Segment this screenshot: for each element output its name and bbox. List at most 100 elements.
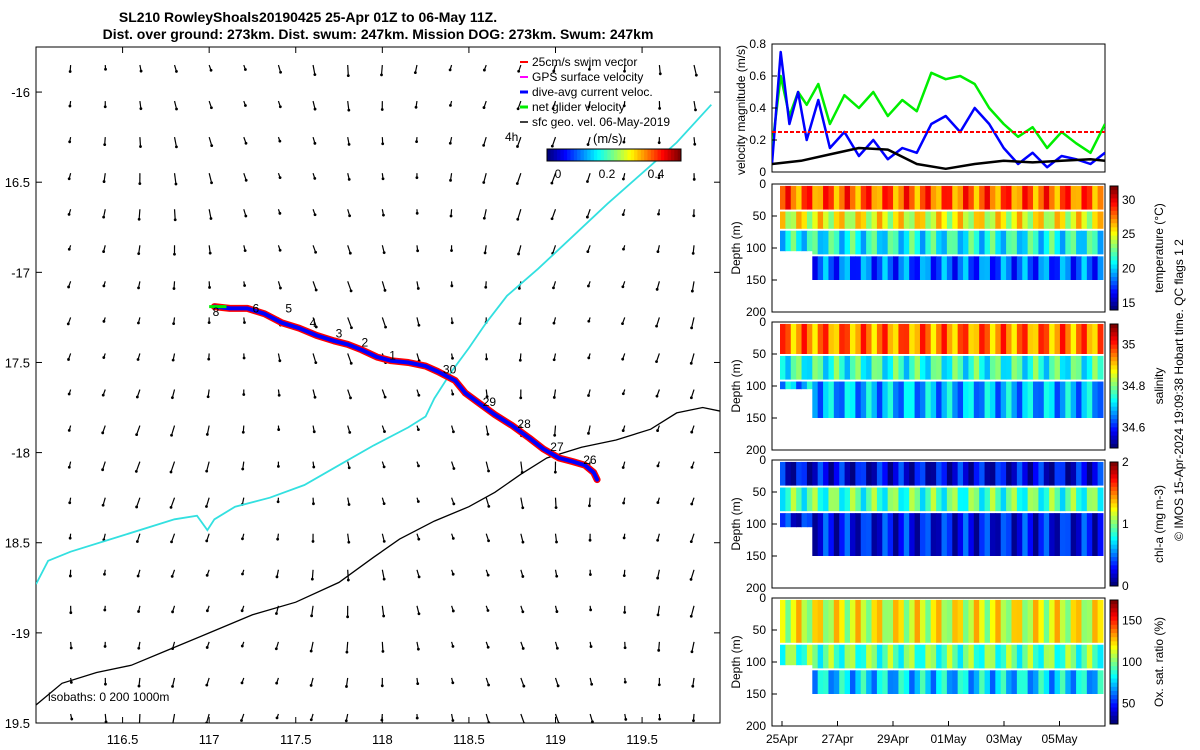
heatmap-cell: [1054, 211, 1061, 229]
colorbar-cell: [660, 149, 665, 161]
heatmap-colorbar-cell: [1110, 503, 1118, 508]
date-xtick-label: 05May: [1041, 732, 1077, 746]
heatmap-colorbar-cell: [1110, 239, 1118, 245]
heatmap-colorbar-cell: [1110, 381, 1118, 387]
heatmap-cell: [952, 185, 959, 210]
heatmap-cell: [903, 185, 910, 210]
heatmap-cell: [1076, 355, 1082, 380]
sfc-vector-head: [68, 536, 72, 540]
heatmap-cell: [860, 487, 867, 512]
heatmap-cell: [914, 185, 921, 210]
heatmap-cell: [882, 211, 889, 229]
heatmap-cell: [849, 461, 856, 486]
date-xtick-label: 01May: [930, 732, 966, 746]
heatmap-cell: [839, 230, 846, 255]
heatmap-colorbar-cell: [1110, 462, 1118, 467]
heatmap-colorbar-cell: [1110, 344, 1118, 350]
sfc-vector-head: [657, 683, 661, 687]
heatmap-cell: [946, 513, 953, 556]
sfc-vector: [347, 64, 349, 76]
heatmap-cell: [796, 513, 803, 528]
sfc-vector-head: [555, 540, 558, 544]
heatmap-cell: [828, 185, 835, 210]
sfc-vector: [205, 497, 210, 507]
heatmap-cell: [796, 599, 803, 643]
heatmap-cell: [941, 323, 948, 354]
heatmap-cell: [1027, 487, 1034, 512]
sfc-vector-head: [516, 217, 520, 221]
heatmap-cell: [909, 256, 916, 280]
heatmap-cell: [1022, 487, 1029, 512]
heatmap-colorbar-cell: [1110, 653, 1118, 659]
heatmap-cell: [919, 644, 926, 669]
sfc-vector-head: [312, 465, 316, 469]
sfc-vector: [516, 172, 522, 184]
heatmap-cell: [973, 599, 980, 643]
heatmap-cbar-tick: 35: [1122, 338, 1136, 352]
sfc-vector-head: [311, 540, 315, 543]
heatmap-cell: [914, 230, 921, 255]
heatmap-cell: [823, 256, 829, 280]
heatmap-cell: [1043, 211, 1050, 229]
heatmap-ylabel: Depth (m): [729, 221, 743, 274]
colorbar-cell: [570, 149, 575, 161]
heatmap-cell: [995, 381, 1002, 418]
heatmap-cell: [839, 644, 846, 669]
heatmap-cell: [946, 355, 953, 380]
sfc-vector-head: [313, 107, 317, 111]
sfc-vector-head: [207, 357, 211, 361]
colorbar-cell: [624, 149, 628, 161]
sfc-vector-head: [587, 105, 591, 109]
sfc-vector-head: [557, 721, 561, 723]
colorbar-cell: [667, 149, 672, 161]
heatmap-cell: [936, 461, 942, 486]
heatmap-cell: [1049, 644, 1056, 669]
sfc-vector-head: [656, 613, 660, 617]
heatmap-cell: [823, 211, 829, 229]
heatmap-colorbar-cell: [1110, 332, 1118, 337]
heatmap-cell: [1016, 256, 1023, 280]
sfc-vector-head: [241, 537, 244, 541]
heatmap-cell: [796, 355, 803, 380]
sfc-vector-head: [67, 428, 71, 432]
sfc-vector-head: [349, 396, 352, 400]
heatmap-cell: [871, 211, 878, 229]
heatmap-cell: [1027, 513, 1034, 556]
heatmap-cell: [882, 355, 889, 380]
velocity-ytick-label: 0.2: [749, 133, 766, 147]
heatmap-cell: [893, 355, 899, 380]
heatmap-cell: [1049, 461, 1056, 486]
heatmap-cell: [806, 599, 813, 643]
heatmap-cell: [984, 487, 991, 512]
heatmap-cell: [989, 599, 996, 643]
heatmap-cell: [855, 211, 862, 229]
heatmap-cell: [1033, 599, 1039, 643]
colorbar-cell: [664, 149, 669, 161]
heatmap-cell: [1059, 185, 1066, 210]
sfc-vector-head: [586, 143, 590, 146]
sfc-vector: [310, 641, 314, 652]
heatmap-cell: [866, 670, 873, 694]
sfc-vector: [381, 605, 385, 617]
heatmap-cell: [1011, 644, 1018, 669]
sfc-vector: [551, 172, 557, 184]
colorbar-cell: [617, 149, 622, 161]
heatmap-ytick-label: 0: [759, 453, 766, 467]
heatmap-cell: [1033, 487, 1039, 512]
sfc-vector-head: [205, 683, 209, 687]
sfc-vector: [552, 245, 557, 254]
heatmap-colorbar-cell: [1110, 633, 1118, 638]
sfc-vector-head: [519, 396, 523, 400]
sfc-vector: [206, 713, 210, 723]
map-ytick-label: -19: [11, 626, 30, 641]
heatmap-cell: [963, 513, 969, 556]
sfc-vector-head: [210, 106, 213, 110]
heatmap-cell: [968, 355, 975, 380]
heatmap-cell: [909, 355, 916, 380]
heatmap-cell: [914, 323, 921, 354]
heatmap-cell: [1092, 355, 1099, 380]
sfc-vector: [206, 461, 210, 472]
heatmap-cell: [780, 513, 786, 528]
heatmap-cell: [828, 323, 835, 354]
sfc-vector-head: [416, 647, 420, 651]
